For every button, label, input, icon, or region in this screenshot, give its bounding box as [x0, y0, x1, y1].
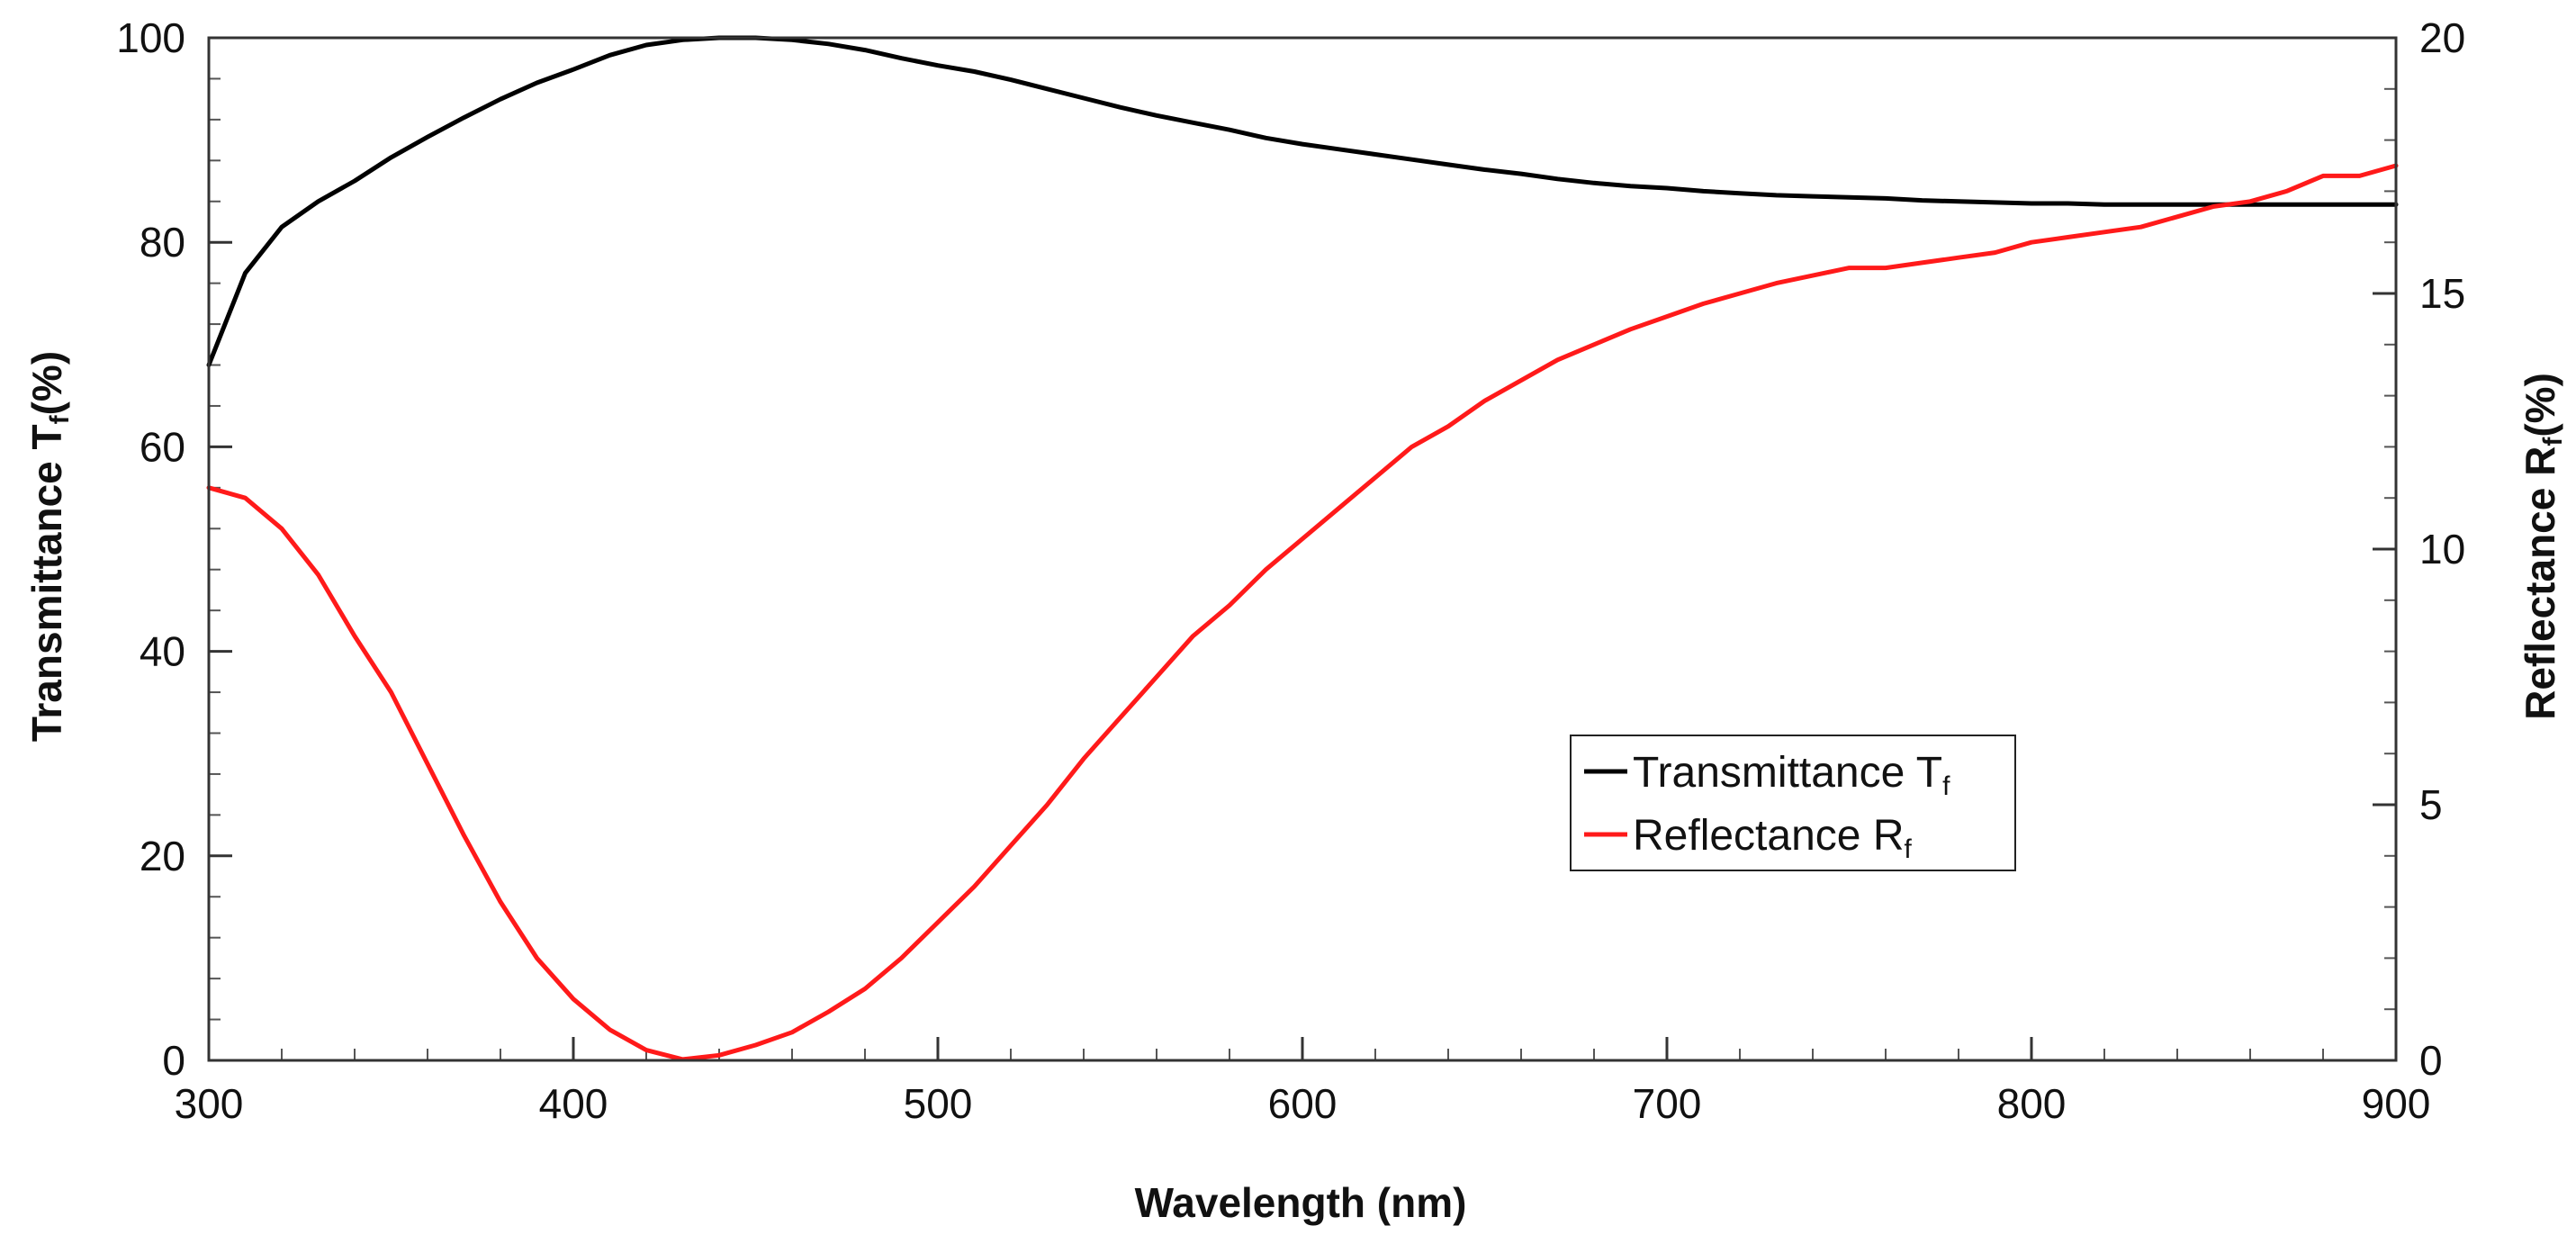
y-left-tick-label: 0	[162, 1037, 185, 1084]
y-right-tick-label: 15	[2419, 270, 2465, 317]
legend-transmittance-main: Transmittance T	[1633, 749, 1942, 797]
y-left-tick-labels: 0 20 40 60 80 100	[116, 14, 185, 1084]
legend-box	[1570, 735, 2016, 871]
series-line-reflectance	[206, 163, 2399, 1062]
legend-label-transmittance: Transmittance Tf	[1633, 749, 1950, 801]
minor-ticks	[208, 37, 2397, 1061]
x-axis-title: Wavelength (nm)	[1135, 1179, 1467, 1226]
x-tick-label: 400	[539, 1080, 608, 1127]
y-right-tick-label: 5	[2419, 781, 2443, 828]
y-right-title-unit: (%)	[2517, 373, 2563, 437]
x-tick-label: 800	[1997, 1080, 2067, 1127]
y-left-title-unit: (%)	[23, 351, 70, 416]
y-right-tick-labels: 0 5 10 15 20	[2419, 14, 2465, 1084]
x-tick-label: 300	[175, 1080, 244, 1127]
y-right-tick-label: 20	[2419, 14, 2465, 61]
x-tick-label: 900	[2362, 1080, 2431, 1127]
y-right-title-sub: f	[2538, 437, 2568, 446]
y-left-axis-title: Transmittance Tf(%)	[23, 351, 75, 742]
legend: Transmittance Tf Reflectance Rf	[1570, 735, 2016, 871]
series-layer	[206, 35, 2399, 1062]
y-left-tick-label: 60	[140, 423, 185, 470]
y-left-tick-label: 80	[140, 219, 185, 266]
major-ticks	[207, 36, 2398, 1062]
legend-reflectance-main: Reflectance R	[1633, 812, 1904, 860]
plot-frame	[207, 36, 2398, 1062]
y-right-tick-label: 0	[2419, 1037, 2443, 1084]
y-left-tick-label: 40	[140, 628, 185, 675]
x-tick-label: 600	[1268, 1080, 1338, 1127]
x-tick-label: 700	[1633, 1080, 1702, 1127]
series-line-transmittance	[206, 35, 2399, 367]
y-left-title-main: Transmittance T	[23, 424, 70, 742]
y-right-title-main: Reflectance R	[2517, 446, 2563, 720]
y-left-tick-label: 20	[140, 833, 185, 879]
legend-reflectance-sub: f	[1904, 834, 1912, 864]
x-tick-label: 500	[904, 1080, 973, 1127]
x-tick-labels: 300 400 500 600 700 800 900	[175, 1080, 2431, 1127]
y-right-axis-title: Reflectance Rf(%)	[2517, 373, 2568, 720]
y-left-title-sub: f	[45, 414, 75, 424]
legend-transmittance-sub: f	[1942, 771, 1950, 801]
y-left-tick-label: 100	[116, 14, 185, 61]
legend-label-reflectance: Reflectance Rf	[1633, 812, 1912, 864]
y-right-tick-label: 10	[2419, 526, 2465, 572]
